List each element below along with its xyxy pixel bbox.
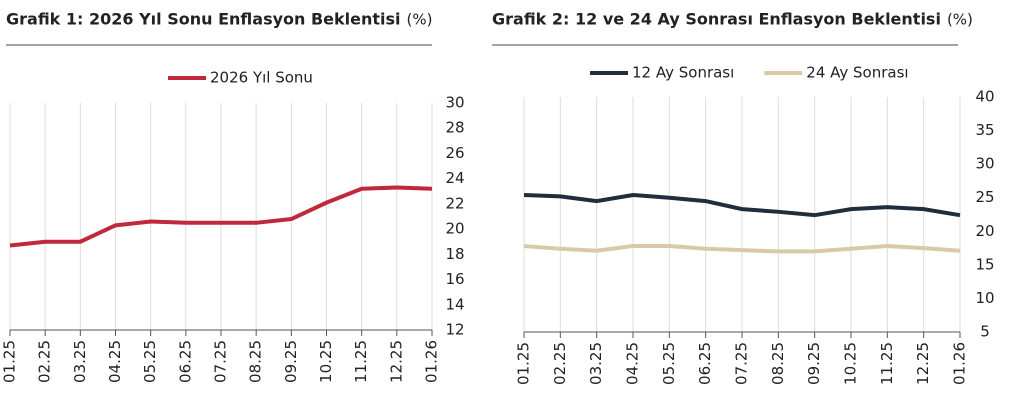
y-tick-label: 16 (445, 270, 464, 288)
y-tick-label: 18 (445, 245, 464, 263)
y-tick-label: 30 (445, 94, 464, 112)
x-tick-label: 11.25 (352, 340, 370, 383)
y-tick-label: 10 (975, 289, 994, 307)
y-tick-label: 26 (445, 144, 464, 162)
x-tick-label: 05.25 (141, 340, 159, 383)
x-tick-label: 05.25 (660, 342, 678, 385)
x-tick-label: 03.25 (71, 340, 89, 383)
x-tick-label: 01.25 (515, 342, 533, 385)
y-tick-label: 25 (975, 188, 994, 206)
y-tick-label: 24 (445, 169, 464, 187)
x-tick-label: 04.25 (106, 340, 124, 383)
y-tick-label: 28 (445, 119, 464, 137)
y-tick-label: 20 (445, 220, 464, 238)
y-tick-label: 35 (975, 121, 994, 139)
x-tick-label: 06.25 (696, 342, 714, 385)
x-tick-label: 06.25 (176, 340, 194, 383)
x-tick-label: 02.25 (36, 340, 54, 383)
legend-label: 24 Ay Sonrası (806, 64, 908, 82)
x-tick-label: 08.25 (247, 340, 265, 383)
x-tick-label: 09.25 (282, 340, 300, 383)
x-tick-label: 03.25 (587, 342, 605, 385)
chart-title: Grafik 2: 12 ve 24 Ay Sonrası Enflasyon … (492, 10, 941, 29)
x-tick-label: 09.25 (805, 342, 823, 385)
x-tick-label: 01.26 (951, 342, 969, 385)
y-tick-label: 5 (980, 323, 990, 341)
chart-title: Grafik 1: 2026 Yıl Sonu Enflasyon Beklen… (6, 10, 401, 29)
x-tick-label: 01.26 (423, 340, 441, 383)
y-tick-label: 12 (445, 321, 464, 339)
series-line (523, 193, 961, 218)
chart-unit: (%) (947, 11, 973, 29)
x-tick-label: 01.25 (1, 340, 19, 383)
series-line (523, 244, 961, 254)
y-tick-label: 30 (975, 155, 994, 173)
y-tick-label: 40 (975, 88, 994, 106)
legend-label: 12 Ay Sonrası (632, 64, 734, 82)
x-tick-label: 08.25 (769, 342, 787, 385)
x-tick-label: 12.25 (914, 342, 932, 385)
x-tick-label: 11.25 (878, 342, 896, 385)
legend-label: 2026 Yıl Sonu (210, 69, 313, 87)
x-tick-label: 04.25 (624, 342, 642, 385)
x-tick-label: 02.25 (551, 342, 569, 385)
x-tick-label: 07.25 (733, 342, 751, 385)
y-tick-label: 15 (975, 255, 994, 273)
y-tick-label: 20 (975, 222, 994, 240)
x-tick-label: 10.25 (842, 342, 860, 385)
x-tick-label: 12.25 (387, 340, 405, 383)
x-tick-label: 10.25 (317, 340, 335, 383)
chart-unit: (%) (407, 11, 433, 29)
series-line (9, 185, 433, 248)
y-tick-label: 14 (445, 295, 464, 313)
x-tick-label: 07.25 (212, 340, 230, 383)
y-tick-label: 22 (445, 194, 464, 212)
